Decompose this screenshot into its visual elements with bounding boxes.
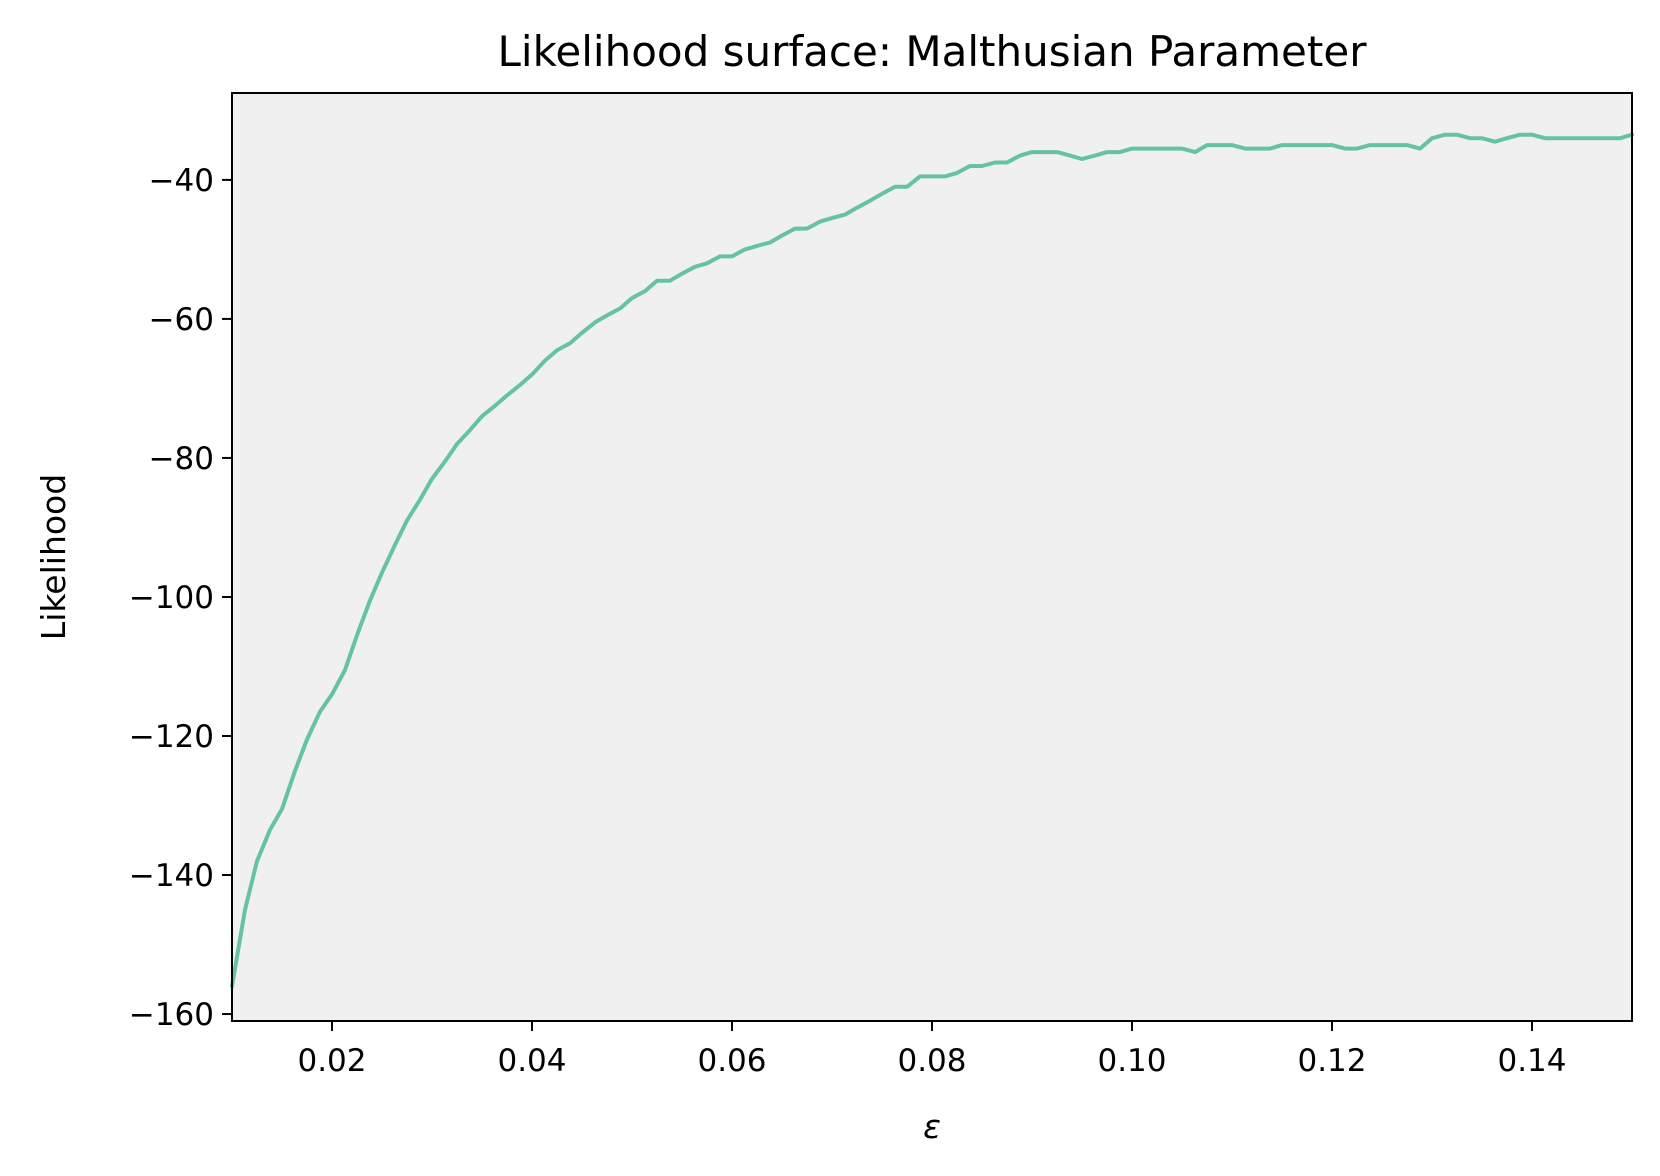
y-tick-label: −60 <box>149 302 214 338</box>
x-tick-label: 0.10 <box>1097 1043 1166 1079</box>
chart-title: Likelihood surface: Malthusian Parameter <box>498 27 1368 76</box>
x-tick-label: 0.12 <box>1297 1043 1366 1079</box>
y-tick-label: −160 <box>129 997 214 1033</box>
y-tick-label: −120 <box>129 719 214 755</box>
x-tick-label: 0.08 <box>897 1043 966 1079</box>
y-tick-label: −80 <box>149 441 214 477</box>
y-axis-label: Likelihood <box>34 474 73 640</box>
plot-frame <box>231 92 1633 1022</box>
x-axis-ticks: 0.02 0.04 0.06 0.08 0.10 0.12 0.14 <box>297 1021 1567 1079</box>
y-tick-label: −40 <box>149 163 214 199</box>
y-axis-ticks: −40 −60 −80 −100 −120 −140 −160 <box>129 163 232 1033</box>
x-tick-label: 0.02 <box>297 1043 366 1079</box>
x-tick-label: 0.04 <box>497 1043 566 1079</box>
x-tick-label: 0.14 <box>1497 1043 1566 1079</box>
plot-area-background <box>232 93 1632 1021</box>
y-tick-label: −140 <box>129 858 214 894</box>
x-tick-label: 0.06 <box>697 1043 766 1079</box>
x-axis-label: ε <box>923 1107 941 1146</box>
likelihood-line <box>230 132 1634 989</box>
y-tick-label: −100 <box>129 580 214 616</box>
